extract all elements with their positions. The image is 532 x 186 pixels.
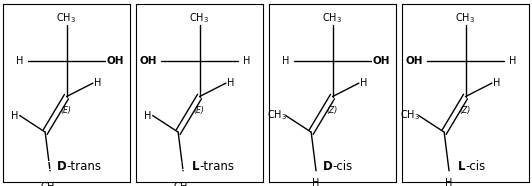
Text: -trans: -trans [200,160,235,173]
Text: D: D [57,160,66,173]
Text: (Z): (Z) [327,106,338,115]
Text: OH: OH [406,56,423,66]
Text: D: D [323,160,332,173]
Text: L: L [192,160,200,173]
Text: H: H [493,78,501,88]
Text: L: L [458,160,466,173]
Text: CH$_3$: CH$_3$ [189,11,210,25]
Text: H: H [11,110,18,121]
Text: OH: OH [372,56,390,66]
Text: H: H [509,56,517,66]
Text: (Z): (Z) [460,106,471,115]
Text: D-cis: D-cis [318,160,347,173]
Text: OH: OH [140,56,157,66]
Text: CH$_3$: CH$_3$ [455,11,476,25]
Text: CH$_3$: CH$_3$ [267,109,287,122]
Text: D-trans: D-trans [45,160,88,173]
Text: H: H [281,56,289,66]
Text: CH$_3$: CH$_3$ [40,180,60,186]
Text: H: H [360,78,368,88]
Text: (E): (E) [194,106,204,115]
Text: CH$_3$: CH$_3$ [322,11,343,25]
Text: -cis: -cis [466,160,486,173]
Text: H: H [227,78,235,88]
Text: CH$_3$: CH$_3$ [173,180,193,186]
Text: L-trans: L-trans [179,160,220,173]
Text: CH$_3$: CH$_3$ [400,109,420,122]
Text: H: H [15,56,23,66]
Text: H: H [445,178,453,186]
Text: (E): (E) [61,106,71,115]
Text: OH: OH [106,56,124,66]
Text: H: H [144,110,151,121]
Text: H: H [312,178,320,186]
Text: -trans: -trans [66,160,102,173]
Text: H: H [243,56,251,66]
Text: -cis: -cis [332,160,353,173]
Text: H: H [94,78,102,88]
Text: L-cis: L-cis [452,160,479,173]
Text: CH$_3$: CH$_3$ [56,11,77,25]
